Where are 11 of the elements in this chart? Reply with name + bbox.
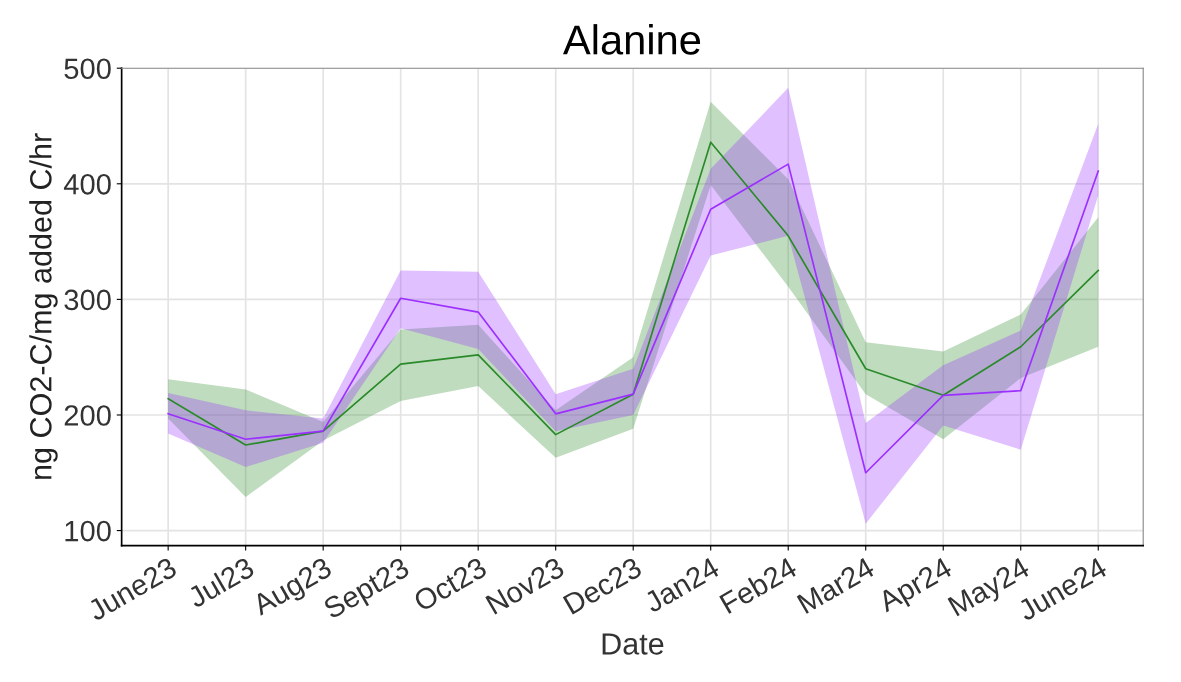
x-tick-label: Jul23 xyxy=(185,555,256,609)
chart-title: Alanine xyxy=(563,24,701,55)
y-tick-label: 100 xyxy=(65,520,111,542)
y-axis-title: ng CO2-C/mg added C/hr xyxy=(29,133,58,479)
y-tick-label: 300 xyxy=(64,289,111,311)
line-series xyxy=(167,163,1100,474)
y-tick-label: 400 xyxy=(63,174,111,195)
line-series xyxy=(167,141,1100,446)
y-tick-label: 500 xyxy=(64,58,111,80)
x-axis-title: Date xyxy=(602,633,664,655)
y-tick-label: 200 xyxy=(64,405,111,426)
